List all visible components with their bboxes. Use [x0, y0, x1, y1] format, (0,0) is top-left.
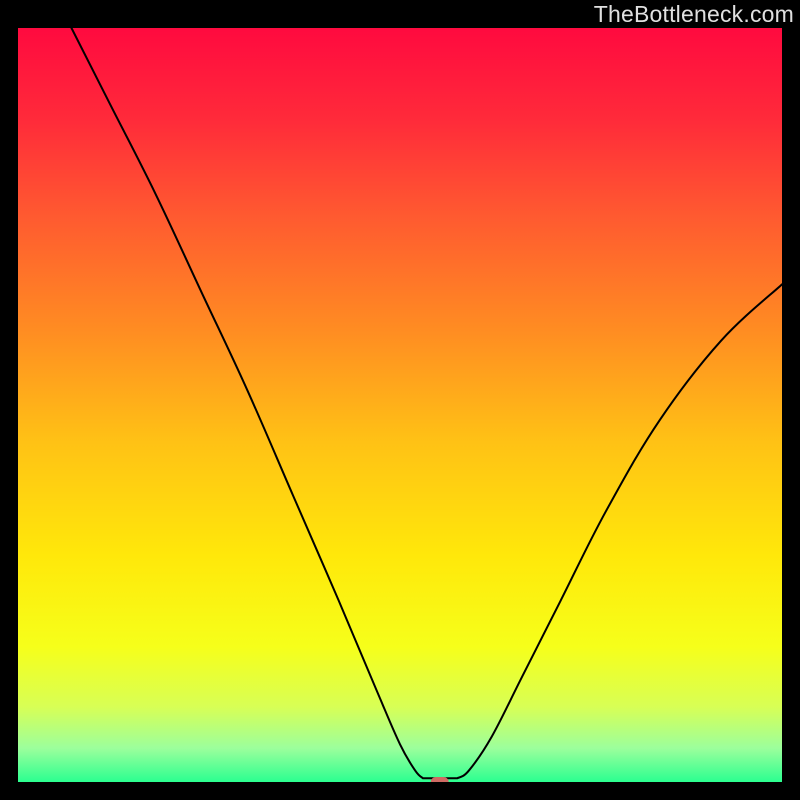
plot-area: [18, 28, 782, 782]
chart-svg: [18, 28, 782, 782]
figure-frame: TheBottleneck.com: [0, 0, 800, 800]
optimal-point-marker: [431, 777, 449, 782]
watermark-text: TheBottleneck.com: [594, 0, 794, 29]
gradient-background: [18, 28, 782, 782]
